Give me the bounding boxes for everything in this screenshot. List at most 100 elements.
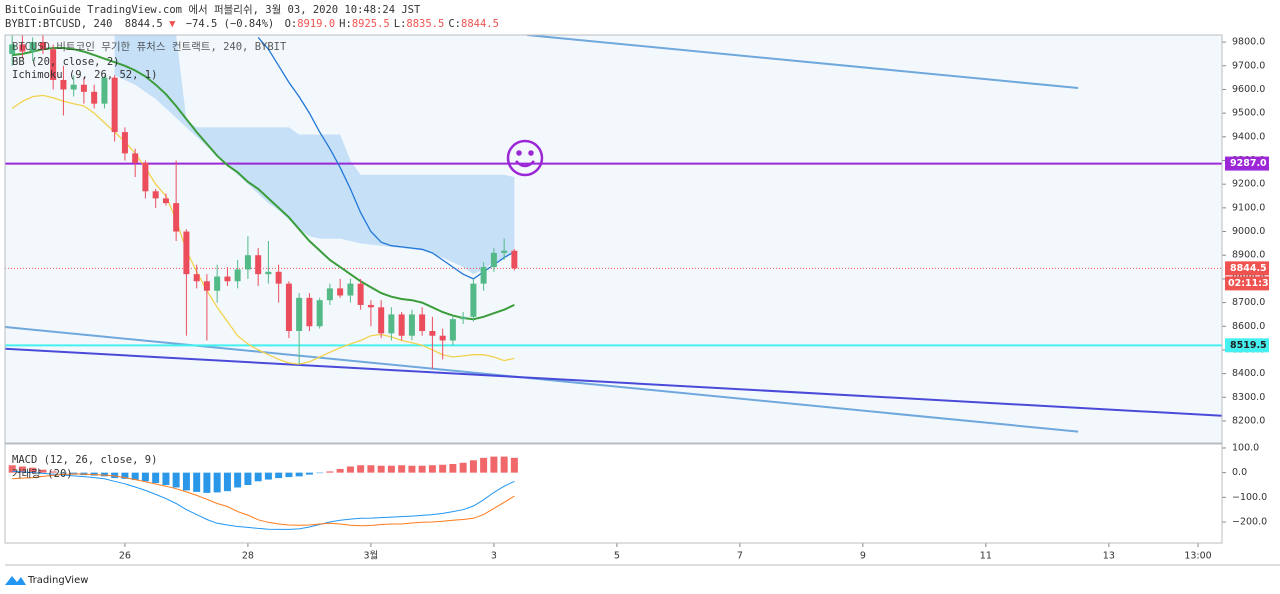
macd-histogram-bar: [469, 460, 477, 473]
macd-histogram-bar: [223, 472, 231, 492]
candle-body: [193, 274, 200, 282]
macd-histogram-bar: [459, 462, 467, 473]
y-tick-label: 9800.0: [1232, 37, 1265, 48]
x-tick-label: 7: [737, 551, 743, 562]
ohlc-key: H:: [339, 18, 352, 30]
candle-body: [203, 281, 210, 291]
macd-histogram-bar: [18, 466, 26, 473]
candle-body: [9, 44, 16, 54]
macd-histogram-bar: [367, 465, 375, 473]
last: 8844.5: [125, 18, 163, 30]
x-tick-label: 9: [860, 551, 866, 562]
macd-histogram-bar: [418, 465, 426, 473]
hline-label: 9287.0: [1230, 158, 1267, 169]
macd-plot: [8, 456, 518, 530]
macd-histogram-bar: [100, 472, 108, 477]
y-tick-label: 9700.0: [1232, 60, 1265, 71]
publish-title: BitCoinGuide TradingView.com 에서 퍼블리쉬, 3월…: [5, 4, 421, 16]
macd-histogram-bar: [377, 465, 385, 473]
macd-histogram-bar: [234, 472, 242, 488]
macd-histogram-bar: [203, 472, 211, 493]
candle-body: [347, 283, 354, 296]
y-tick-label: 8400.0: [1232, 368, 1265, 379]
hline-label: 8519.5: [1230, 340, 1267, 351]
ohlc-value: 8925.5: [352, 18, 390, 30]
macd-histogram-bar: [439, 464, 447, 473]
macd-histogram-bar: [39, 469, 47, 473]
candle-body: [419, 314, 426, 331]
ohlc: O:8919.0 H:8925.5 L:8835.5 C:8844.5: [285, 18, 499, 30]
macd-histogram-bar: [357, 465, 365, 473]
ohlc-value: 8919.0: [297, 18, 335, 30]
macd-histogram-bar: [131, 472, 139, 481]
candle-body: [80, 84, 87, 92]
macd-line: [12, 470, 515, 530]
candle-body: [29, 42, 36, 52]
y-tick-label: 9600.0: [1232, 84, 1265, 95]
ichimoku-cloud: [114, 35, 515, 275]
candle-body: [490, 252, 497, 268]
candle-body: [285, 283, 292, 331]
arrow: ▼: [169, 18, 176, 30]
candle-body: [265, 271, 272, 275]
candle-body: [501, 250, 508, 253]
change: −74.5 (−0.84%): [186, 18, 275, 30]
candle-body: [173, 203, 180, 232]
candle-body: [214, 276, 221, 291]
candle-body: [357, 283, 364, 305]
main-plot: [5, 35, 1222, 433]
legend-symbol: BTCUSD 비트코인 무기한 퓨처스 컨트랙트, 240, BYBIT: [12, 41, 287, 53]
candle-body: [39, 42, 46, 50]
candle-body: [480, 267, 487, 284]
y-tick-label: 100.0: [1232, 442, 1259, 453]
macd-line: [12, 473, 515, 527]
candle-body: [378, 307, 385, 334]
macd-histogram-bar: [59, 472, 67, 474]
x-tick-label: 3월: [364, 550, 379, 562]
macd-histogram-bar: [305, 472, 313, 475]
ohlc-key: C:: [448, 18, 461, 30]
macd-histogram-bar: [8, 465, 16, 473]
macd-histogram-bar: [490, 456, 498, 473]
symbol-line: BYBIT:BTCUSD, 240 8844.5 ▼ −74.5 (−0.84%…: [5, 18, 499, 30]
x-tick-label: 28: [242, 551, 254, 562]
legend-ichimoku: Ichimoku (9, 26, 52, 1): [12, 69, 157, 81]
macd-histogram-bar: [408, 465, 416, 473]
candle-body: [316, 300, 323, 327]
y-tick-label: 8900.0: [1232, 250, 1265, 261]
macd-histogram-bar: [387, 465, 395, 473]
macd-histogram-bar: [49, 471, 57, 473]
candle-body: [19, 44, 26, 52]
macd-histogram-bar: [29, 467, 37, 473]
candle-body: [511, 250, 518, 269]
candle-body: [296, 297, 303, 331]
candle-body: [162, 198, 169, 204]
macd-histogram-bar: [121, 472, 129, 479]
candle-body: [439, 335, 446, 341]
candle-body: [470, 283, 477, 317]
legend-main: BTCUSD 비트코인 무기한 퓨처스 컨트랙트, 240, BYBIT BB …: [12, 41, 287, 81]
x-tick-label: 13:00: [1184, 551, 1211, 562]
macd-pane: [5, 445, 1222, 543]
brand: TradingView: [27, 575, 88, 586]
y-tick-label: 9500.0: [1232, 108, 1265, 119]
x-tick-label: 3: [491, 551, 497, 562]
candle-body: [255, 255, 262, 275]
candle-body: [388, 314, 395, 334]
candle-body: [449, 319, 456, 341]
macd-histogram-bar: [275, 472, 283, 479]
macd-histogram-bar: [510, 457, 518, 473]
macd-histogram-bar: [336, 468, 344, 473]
last-price-label: 8844.5: [1230, 263, 1267, 274]
ohlc-key: L:: [394, 18, 407, 30]
y-tick-label: 0.0: [1232, 467, 1247, 478]
axes: 9800.09700.09600.09500.09400.09300.09200…: [119, 37, 1275, 562]
y-tick-label: −200.0: [1232, 517, 1267, 528]
candle-body: [70, 84, 77, 90]
main-border: [4, 34, 1223, 444]
countdown-bg: [1225, 276, 1269, 291]
macd-histogram-bar: [162, 472, 170, 485]
macd-histogram-bar: [398, 465, 406, 473]
candle-body: [152, 191, 159, 199]
macd-histogram-bar: [326, 471, 334, 473]
